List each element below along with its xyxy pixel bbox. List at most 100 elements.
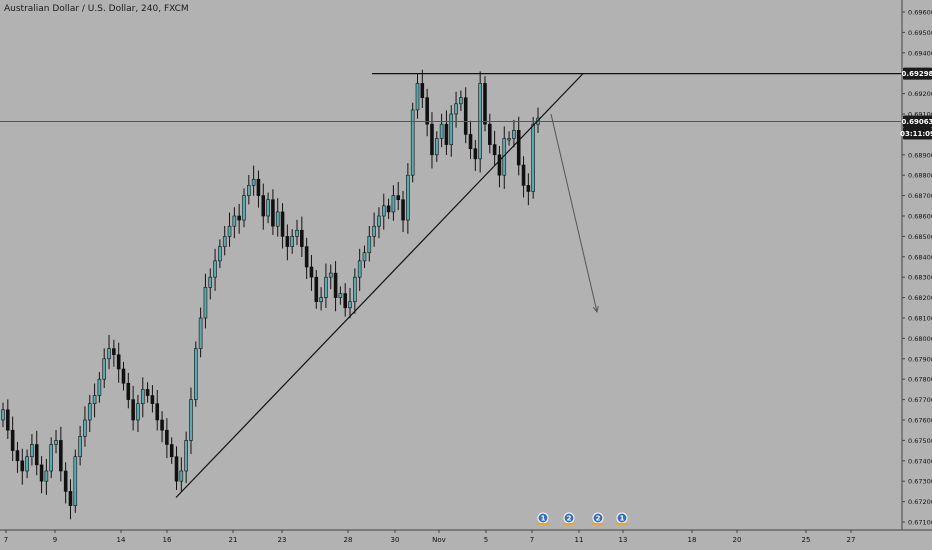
time-tick-label: 25 xyxy=(802,536,811,544)
candle-bull-body xyxy=(107,348,111,360)
candle-bull-body xyxy=(189,399,193,441)
time-tick-label: 20 xyxy=(733,536,742,544)
candle-bear-body xyxy=(59,440,63,472)
candle-bear-body xyxy=(314,276,319,302)
candle-bull-body xyxy=(324,276,328,298)
event-badge-count: 2 xyxy=(567,515,572,523)
price-tick-label: 0.67100 xyxy=(908,519,932,527)
time-tick-label: 30 xyxy=(391,536,400,544)
candle-bull-body xyxy=(449,113,454,145)
candle-bull-body xyxy=(512,130,516,139)
event-badge-count: 1 xyxy=(620,515,625,523)
time-tick-label: 11 xyxy=(575,536,584,544)
candle-bull-body xyxy=(1,409,5,421)
candle-bull-body xyxy=(391,195,396,213)
candle-bear-body xyxy=(492,144,497,156)
candle-bull-body xyxy=(439,123,444,139)
candle-bull-body xyxy=(25,456,29,472)
candle-bull-body xyxy=(97,378,102,396)
support-trendline[interactable] xyxy=(175,73,584,498)
candle-bull-body xyxy=(227,225,232,237)
candle-bear-body xyxy=(237,215,241,221)
candle-bear-body xyxy=(174,456,179,482)
candle-bull-body xyxy=(406,174,410,221)
candle-bear-body xyxy=(425,97,429,125)
candle-bull-body xyxy=(193,348,198,400)
candle-bull-body xyxy=(338,293,343,298)
candle-bull-body xyxy=(353,276,357,302)
candle-bull-body xyxy=(362,252,367,262)
candle-bull-body xyxy=(208,276,213,288)
candle-bear-body xyxy=(131,399,135,421)
candle-bear-body xyxy=(420,83,425,98)
candle-bear-body xyxy=(285,236,290,247)
candle-bear-body xyxy=(300,229,304,247)
candle-bull-body xyxy=(49,444,53,472)
candle-bear-body xyxy=(386,205,391,213)
candle-bull-body xyxy=(507,138,511,141)
candle-bull-body xyxy=(415,83,420,111)
candle-bull-body xyxy=(410,109,415,176)
candle-bear-body xyxy=(112,348,116,356)
projection-arrow-head xyxy=(592,305,599,313)
time-tick-label: 7 xyxy=(530,536,534,544)
candle-bull-body xyxy=(242,195,246,221)
candle-bear-body xyxy=(309,266,314,278)
time-tick-label: 14 xyxy=(117,536,126,544)
candle-bull-body xyxy=(232,215,237,227)
candle-bear-body xyxy=(488,123,492,145)
candle-bear-body xyxy=(68,491,73,506)
candle-bull-body xyxy=(434,138,439,156)
candle-bull-body xyxy=(102,358,107,380)
candle-bear-body xyxy=(116,354,121,370)
candle-bear-body xyxy=(280,211,285,237)
candle-bear-body xyxy=(430,123,434,156)
candle-bear-body xyxy=(155,403,160,421)
candle-bear-body xyxy=(160,419,164,431)
event-badge-accent xyxy=(592,523,604,525)
resistance-price-tag-bg xyxy=(903,67,932,80)
time-tick-label: 13 xyxy=(619,536,628,544)
candle-bull-body xyxy=(179,470,184,482)
current-price-tag-bg xyxy=(903,115,932,128)
candle-bull-body xyxy=(87,403,92,421)
candle-bull-body xyxy=(357,260,362,278)
candle-bear-body xyxy=(34,444,39,466)
event-badge-accent xyxy=(537,523,549,525)
candle-bear-body xyxy=(304,246,309,268)
projection-arrow-line[interactable] xyxy=(550,113,598,312)
candle-bull-body xyxy=(531,123,535,192)
candle-bull-body xyxy=(328,272,333,278)
candle-bear-body xyxy=(15,450,20,462)
candle-bull-body xyxy=(295,229,299,237)
candle-bull-body xyxy=(372,225,376,237)
candle-bull-body xyxy=(454,103,458,115)
candle-bull-body xyxy=(459,97,463,105)
candle-bear-body xyxy=(473,148,478,160)
candle-bear-body xyxy=(169,444,174,458)
candle-bull-body xyxy=(367,236,372,254)
candle-bull-body xyxy=(319,297,323,302)
candle-bull-body xyxy=(251,178,256,186)
candle-bull-body xyxy=(203,287,208,319)
time-tick-label: 16 xyxy=(163,536,172,544)
event-badge-count: 1 xyxy=(541,515,546,523)
current-price-tag: 0.69063 xyxy=(902,118,932,126)
candle-bear-body xyxy=(444,123,449,145)
candle-bear-body xyxy=(271,199,275,227)
